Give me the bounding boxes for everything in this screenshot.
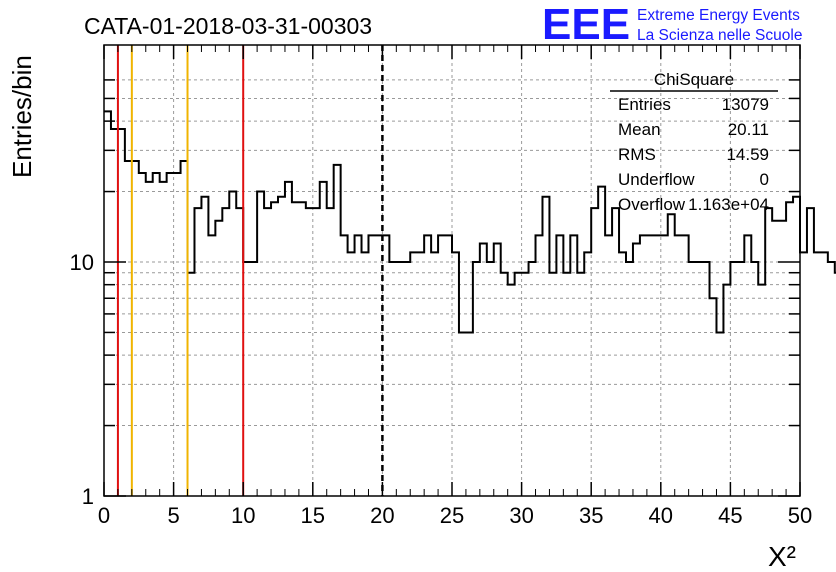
logo-mark: EEE	[542, 0, 630, 49]
x-tick-label: 50	[788, 503, 812, 528]
x-tick-label: 5	[167, 503, 179, 528]
stats-row-value: 13079	[722, 95, 769, 114]
x-tick-label: 45	[718, 503, 742, 528]
stats-row-value: 14.59	[726, 145, 769, 164]
stats-row-value: 20.11	[728, 120, 769, 139]
stats-box: ChiSquare Entries 13079 Mean 20.11 RMS 14.59 U…	[610, 70, 778, 214]
stats-row-value: 0	[760, 170, 769, 189]
stats-row-label: RMS	[618, 145, 656, 164]
logo-line-1: Extreme Energy Events	[637, 7, 800, 24]
y-axis-title: Entries/bin	[7, 55, 37, 178]
x-tick-label: 15	[301, 503, 325, 528]
x-tick-label: 35	[579, 503, 603, 528]
y-tick-label: 10	[70, 250, 94, 275]
logo-line-2: La Scienza nelle Scuole	[637, 27, 802, 44]
axis-ticks	[103, 45, 801, 497]
y-tick-labels: 1 10	[70, 250, 94, 509]
grid	[104, 45, 800, 496]
histogram-bins	[104, 110, 836, 334]
stats-rows: Entries 13079 Mean 20.11 RMS 14.59 Underflow 0 O…	[618, 95, 769, 214]
x-tick-label: 10	[231, 503, 255, 528]
x-tick-label: 0	[98, 503, 110, 528]
x-tick-label: 30	[509, 503, 533, 528]
stats-row-label: Mean	[618, 120, 661, 139]
x-tick-labels: 0 5 10 15 20 25 30 35 40 45 50	[98, 503, 812, 528]
chart-title: CATA-01-2018-03-31-00303	[84, 13, 372, 39]
x-tick-label: 20	[370, 503, 394, 528]
eee-logo: EEE Extreme Energy Events La Scienza nel…	[542, 0, 802, 49]
stats-row-label: Overflow	[618, 195, 686, 214]
stats-box-title: ChiSquare	[654, 70, 734, 89]
histogram-line	[104, 110, 836, 334]
x-axis-title: X²	[768, 541, 796, 572]
stats-row-value: 1.163e+04	[688, 195, 769, 214]
x-tick-label: 25	[440, 503, 464, 528]
stats-row-label: Underflow	[618, 170, 695, 189]
stats-row-label: Entries	[618, 95, 671, 114]
y-tick-label: 1	[82, 484, 94, 509]
x-tick-label: 40	[649, 503, 673, 528]
reference-lines	[116, 45, 384, 496]
